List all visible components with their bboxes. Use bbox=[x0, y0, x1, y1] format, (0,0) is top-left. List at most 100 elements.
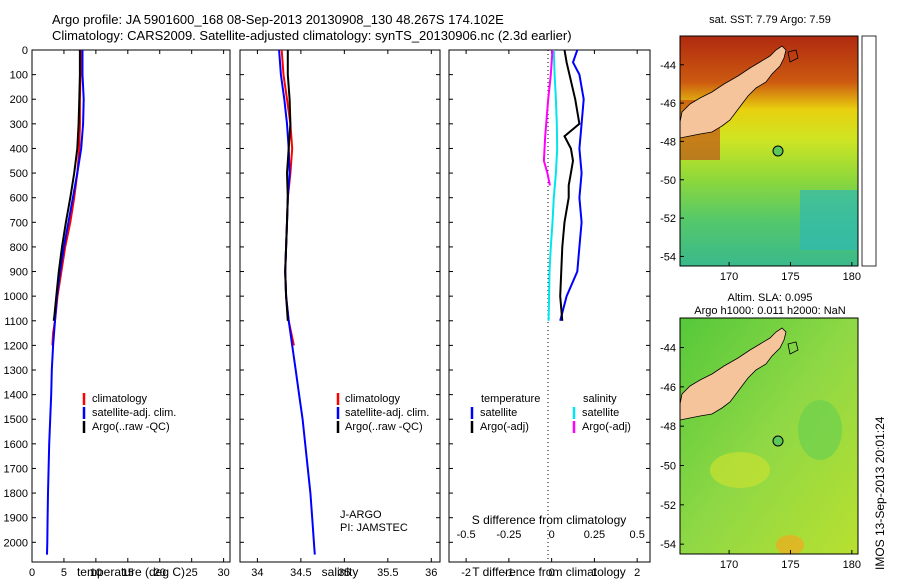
figure-title-line1: Argo profile: JA 5901600_168 08-Sep-2013… bbox=[52, 12, 504, 27]
xtick-label: 30 bbox=[217, 567, 229, 579]
legend-argo: Argo(..raw -QC) bbox=[345, 421, 423, 433]
series-line-satellite-adj-clim bbox=[278, 50, 316, 555]
map-xtick-label: 180 bbox=[843, 559, 861, 571]
salinity-panel: 34 34.5 35 35.5 36 salinity climatology sate… bbox=[239, 49, 441, 579]
map-ytick-label: -46 bbox=[660, 98, 676, 110]
sst-cool-patch bbox=[800, 190, 858, 250]
legend-sal-satellite: satellite bbox=[582, 407, 619, 419]
ytick-label: 200 bbox=[10, 94, 28, 106]
map-ytick-label: -44 bbox=[660, 343, 676, 355]
salinity-axes-frame bbox=[239, 49, 441, 563]
xtick-label: 34.5 bbox=[290, 567, 311, 579]
map-ytick-label: -50 bbox=[660, 461, 676, 473]
xtick-label: 0 bbox=[549, 567, 555, 579]
temperature-xlabel: temperature (deg C) bbox=[77, 565, 185, 579]
sla-chatham-outline bbox=[787, 341, 799, 355]
legend-sal-argo: Argo(-adj) bbox=[582, 421, 631, 433]
ytick-label: 1500 bbox=[4, 414, 28, 426]
x2tick-label: -0.25 bbox=[496, 529, 521, 541]
series-line-argo-raw-qc bbox=[284, 50, 292, 321]
xtick-label: 34 bbox=[251, 567, 263, 579]
sla-profile-marker bbox=[772, 435, 784, 447]
xtick-label: 36 bbox=[425, 567, 437, 579]
ytick-label: 1300 bbox=[4, 365, 28, 377]
xtick-label: 0 bbox=[29, 567, 35, 579]
ytick-label: 1200 bbox=[4, 340, 28, 352]
map-xtick-label: 170 bbox=[720, 271, 738, 283]
salinity-yticks bbox=[240, 49, 440, 543]
ytick-label: 1400 bbox=[4, 390, 28, 402]
xtick-label: 35 bbox=[338, 567, 350, 579]
xtick-label: 25 bbox=[186, 567, 198, 579]
sst-colorbar-strip bbox=[861, 35, 877, 267]
xtick-label: 20 bbox=[154, 567, 166, 579]
temperature-lines bbox=[46, 50, 85, 555]
sst-map-frame bbox=[679, 35, 859, 267]
ytick-label: 700 bbox=[10, 217, 28, 229]
sla-anomaly-1 bbox=[710, 452, 770, 488]
x2tick-label: 0 bbox=[549, 529, 555, 541]
xtick-label: -2 bbox=[461, 567, 471, 579]
legend-climatology: climatology bbox=[345, 393, 401, 405]
program-label: J-ARGO bbox=[340, 509, 382, 521]
sla-anomaly-2 bbox=[798, 400, 842, 460]
salinity-xticks: 34 34.5 35 35.5 36 bbox=[251, 50, 437, 579]
xtick-label: 1 bbox=[591, 567, 597, 579]
ytick-label: 600 bbox=[10, 193, 28, 205]
ytick-label: 800 bbox=[10, 242, 28, 254]
sst-map: -44 -46 -48 -50 -52 -54 170 175 180 bbox=[660, 35, 877, 283]
series-line-salinity-satellite bbox=[547, 50, 559, 321]
legend-header-temperature: temperature bbox=[481, 393, 540, 405]
difference-xlabel2: S difference from climatology bbox=[472, 513, 627, 527]
sla-anomaly-3 bbox=[776, 535, 804, 554]
ytick-label: 1600 bbox=[4, 439, 28, 451]
ytick-label: 100 bbox=[10, 70, 28, 82]
temperature-xticks: 0 5 10 15 20 25 30 bbox=[29, 50, 230, 579]
ytick-label: 2000 bbox=[4, 537, 28, 549]
south-island-land bbox=[680, 45, 787, 139]
difference-xlabel: T difference from climatology bbox=[472, 565, 626, 579]
temperature-legend: climatology satellite-adj. clim. Argo(..… bbox=[82, 393, 176, 433]
legend-header-salinity: salinity bbox=[583, 393, 617, 405]
map-ytick-label: -48 bbox=[660, 136, 676, 148]
map-ytick-label: -48 bbox=[660, 421, 676, 433]
salinity-xlabel: salinity bbox=[322, 565, 359, 579]
map-ytick-label: -54 bbox=[660, 539, 676, 551]
ytick-label: 900 bbox=[10, 267, 28, 279]
x2tick-label: -0.5 bbox=[457, 529, 476, 541]
legend-climatology: climatology bbox=[92, 393, 148, 405]
xtick-label: 5 bbox=[61, 567, 67, 579]
legend-temp-satellite: satellite bbox=[480, 407, 517, 419]
map-ytick-label: -52 bbox=[660, 500, 676, 512]
sst-map-xticks: 170 175 180 bbox=[720, 262, 861, 283]
temperature-yticks: 0 100 200 300 400 500 600 700 800 900 1000 1100 1200… bbox=[4, 45, 230, 549]
xtick-label: 35.5 bbox=[377, 567, 398, 579]
difference-x2ticks: -0.5 -0.25 0 0.25 0.5 bbox=[457, 529, 645, 541]
salinity-lines bbox=[278, 50, 316, 555]
difference-yticks bbox=[449, 49, 650, 543]
difference-xticks: -2 -1 0 1 2 bbox=[461, 50, 640, 579]
ytick-label: 1700 bbox=[4, 463, 28, 475]
temperature-axes-frame bbox=[31, 49, 231, 563]
map-ytick-label: -52 bbox=[660, 213, 676, 225]
difference-panel: -2 -1 0 1 2 -0.5 -0.25 0 0.25 0.5 T difference f… bbox=[448, 49, 651, 579]
sst-map-yticks: -44 -46 -48 -50 -52 -54 bbox=[660, 60, 684, 263]
sla-map: -44 -46 -48 -50 -52 -54 170 175 180 bbox=[660, 317, 861, 571]
xtick-label: 2 bbox=[634, 567, 640, 579]
map-xtick-label: 175 bbox=[781, 559, 799, 571]
sla-map-yticks: -44 -46 -48 -50 -52 -54 bbox=[660, 343, 684, 551]
sla-map-xticks: 170 175 180 bbox=[720, 550, 861, 571]
figure-title-line2: Climatology: CARS2009. Satellite-adjuste… bbox=[52, 28, 572, 43]
ytick-label: 0 bbox=[22, 45, 28, 57]
ytick-label: 500 bbox=[10, 168, 28, 180]
chatham-outline bbox=[787, 49, 799, 63]
map-xtick-label: 175 bbox=[781, 271, 799, 283]
sla-map-frame bbox=[679, 317, 859, 555]
x2tick-label: 0.5 bbox=[630, 529, 645, 541]
x2tick-label: 0.25 bbox=[584, 529, 605, 541]
series-line-argo-raw-qc bbox=[52, 50, 81, 321]
difference-axes-frame bbox=[448, 49, 651, 563]
map-ytick-label: -44 bbox=[660, 60, 676, 72]
salinity-legend: climatology satellite-adj. clim. Argo(..… bbox=[336, 393, 429, 433]
